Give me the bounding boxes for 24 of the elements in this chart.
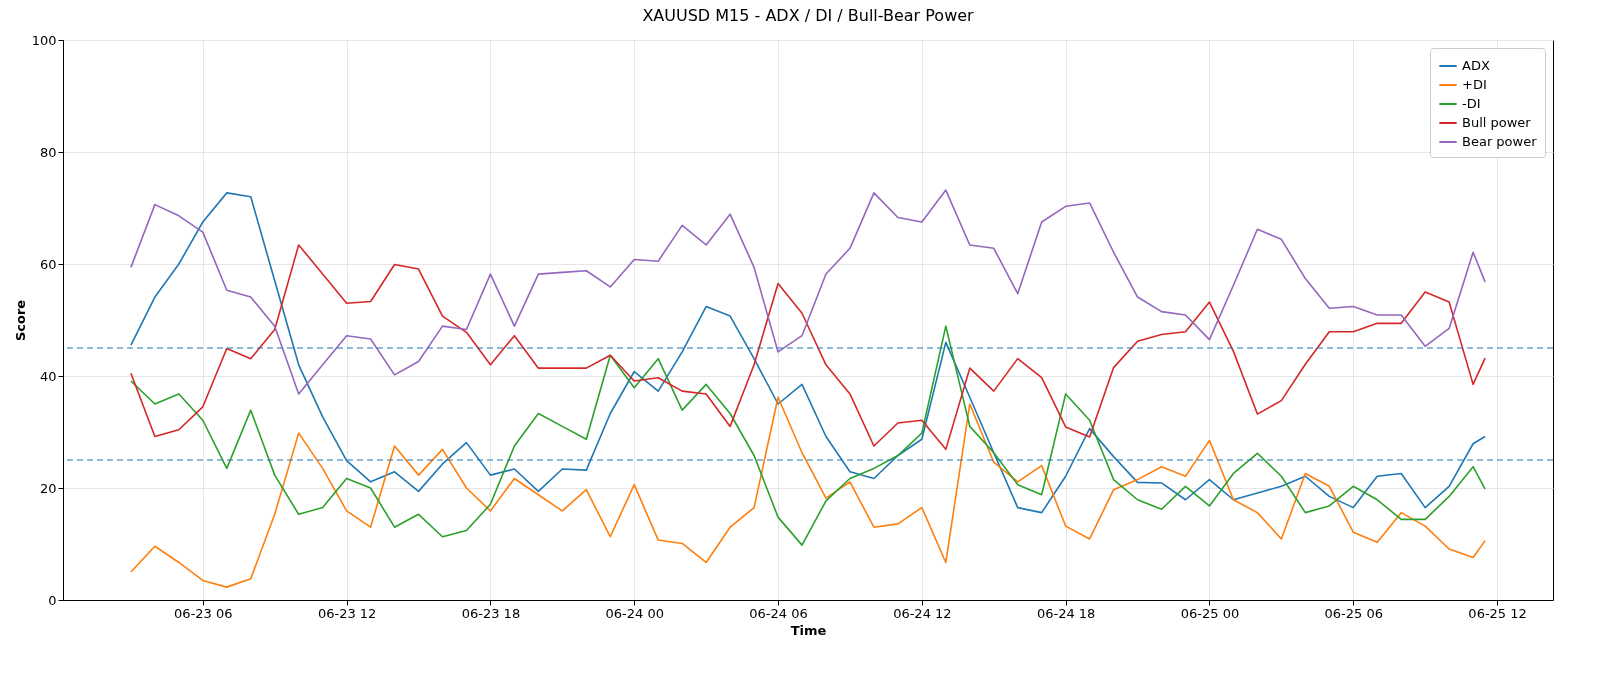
- x-tick-label: 06-23 06: [174, 605, 233, 621]
- x-tick-label: 06-24 18: [1036, 605, 1096, 621]
- legend-label: ADX: [1462, 58, 1490, 73]
- legend-label: -DI: [1462, 96, 1481, 111]
- y-axis-title: Score: [12, 299, 28, 342]
- x-tick-label: 06-24 12: [893, 605, 952, 621]
- x-axis-title: Time: [790, 622, 827, 638]
- legend-label: Bull power: [1462, 115, 1532, 130]
- x-tick-label: 06-25 00: [1180, 605, 1240, 621]
- x-tick-label: 06-25 12: [1468, 605, 1527, 621]
- x-tick-label: 06-24 00: [605, 605, 664, 621]
- x-tick-label: 06-23 12: [317, 605, 377, 621]
- chart-title: XAUUSD M15 - ADX / DI / Bull-Bear Power: [642, 6, 975, 25]
- y-tick-label: 100: [31, 32, 57, 48]
- y-tick-label: 40: [39, 368, 57, 384]
- y-tick-label: 20: [39, 480, 57, 496]
- y-tick-label: 80: [39, 144, 57, 160]
- x-tick-label: 06-25 06: [1324, 605, 1383, 621]
- legend-label: +DI: [1462, 77, 1487, 92]
- x-tick-label: 06-23 18: [461, 605, 521, 621]
- legend-label: Bear power: [1462, 134, 1538, 149]
- y-tick-label: 0: [48, 592, 57, 608]
- y-tick-label: 60: [39, 256, 57, 272]
- x-tick-label: 06-24 06: [749, 605, 808, 621]
